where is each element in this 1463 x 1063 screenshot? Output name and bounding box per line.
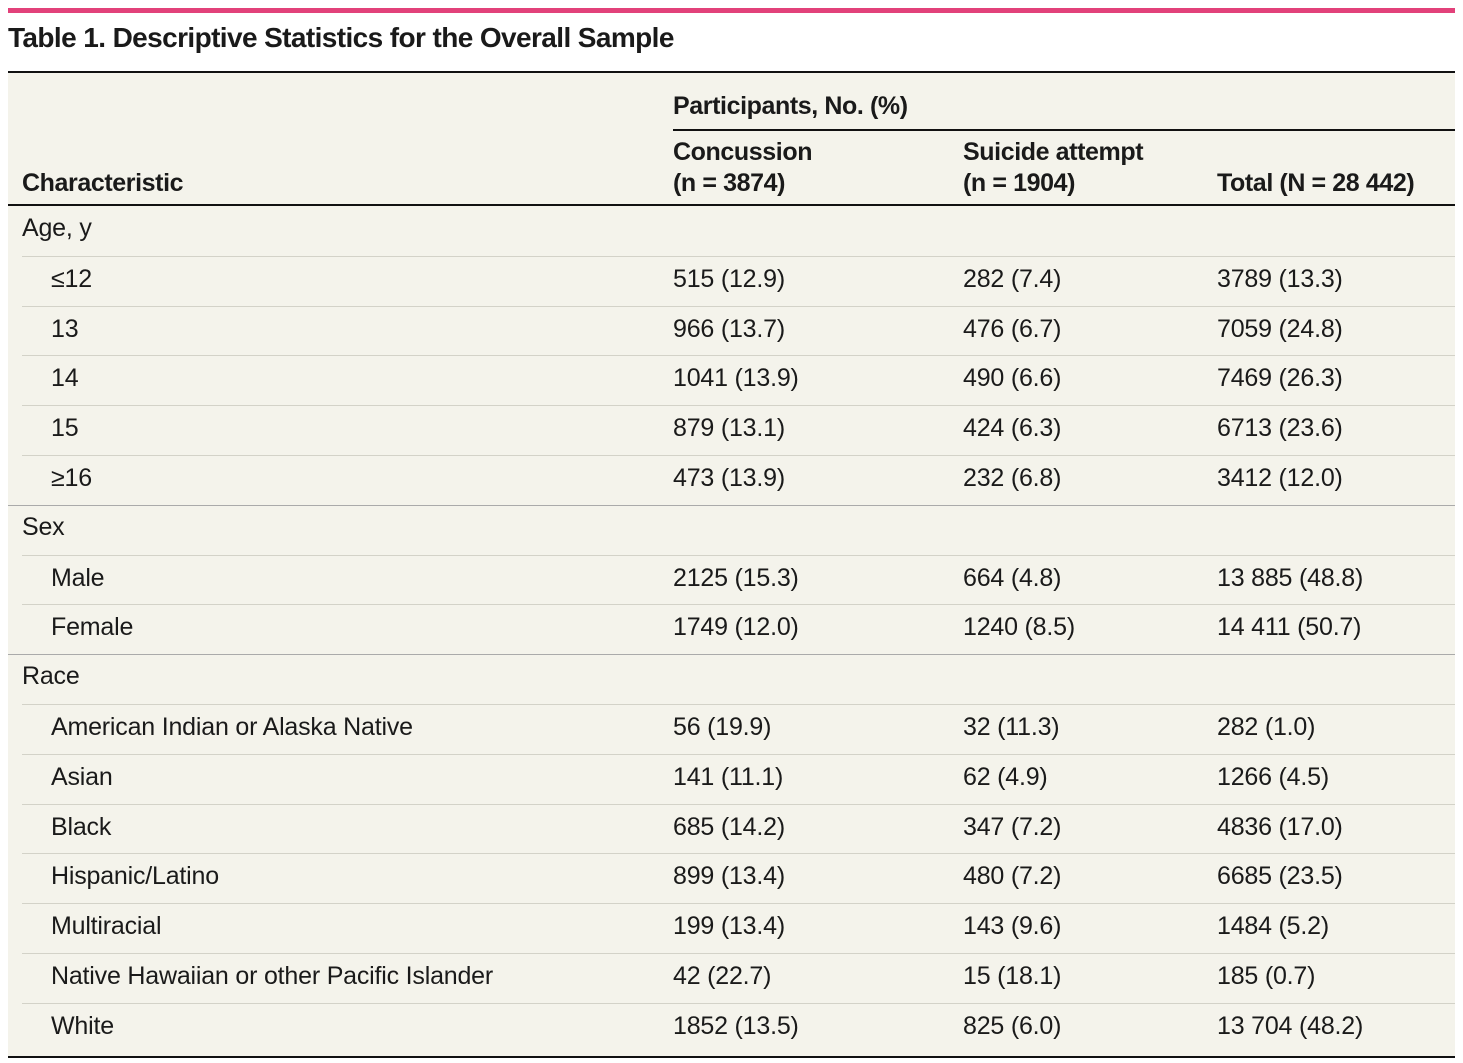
row-rule <box>22 753 1455 755</box>
row-rule <box>22 355 1455 357</box>
cell: 476 (6.7) <box>963 314 1062 343</box>
row-label: Multiracial <box>51 912 162 941</box>
row-label: White <box>51 1011 114 1040</box>
row-label: 13 <box>51 314 79 343</box>
cell: 199 (13.4) <box>673 912 785 941</box>
cell: 143 (9.6) <box>963 912 1062 941</box>
section-rule <box>8 504 1455 506</box>
row-label: ≤12 <box>51 264 92 293</box>
section-rule <box>8 654 1455 656</box>
cell: 42 (22.7) <box>673 962 772 990</box>
table: Participants, No. (%) Characteristic Concu… <box>8 71 1455 1058</box>
cell: 4836 (17.0) <box>1217 812 1343 841</box>
cell: 347 (7.2) <box>963 812 1062 841</box>
group-header: Participants, No. (%) <box>673 92 908 120</box>
cell: 480 (7.2) <box>963 862 1062 891</box>
section-label: Age, y <box>22 214 92 242</box>
cell: 899 (13.4) <box>673 862 785 891</box>
row-rule <box>22 455 1455 456</box>
cell: 6685 (23.5) <box>1217 862 1343 891</box>
row-rule <box>22 853 1455 855</box>
row-rule <box>22 405 1455 407</box>
column-header: Total (N = 28 442) <box>1217 169 1415 197</box>
section-label: Race <box>22 662 80 691</box>
cell: 1749 (12.0) <box>673 613 799 642</box>
row-label: American Indian or Alaska Native <box>51 713 413 741</box>
cell: 424 (6.3) <box>963 414 1062 443</box>
cell: 1266 (4.5) <box>1217 762 1329 791</box>
row-rule <box>22 953 1455 954</box>
cell: 62 (4.9) <box>963 762 1048 791</box>
cell: 966 (13.7) <box>673 314 785 343</box>
row-label: Male <box>51 563 105 592</box>
table-title: Table 1. Descriptive Statistics for the … <box>8 22 674 53</box>
cell: 7469 (26.3) <box>1217 364 1343 393</box>
cell: 1240 (8.5) <box>963 613 1075 642</box>
group-rule <box>673 129 1455 131</box>
cell: 879 (13.1) <box>673 414 785 443</box>
cell: 685 (14.2) <box>673 812 785 841</box>
cell: 1484 (5.2) <box>1217 912 1329 941</box>
section-label: Sex <box>22 512 65 541</box>
row-label: 15 <box>51 414 79 443</box>
row-label: Native Hawaiian or other Pacific Islande… <box>51 962 494 990</box>
row-label: 14 <box>51 364 79 393</box>
cell: 664 (4.8) <box>963 563 1062 592</box>
row-label: Asian <box>51 762 113 791</box>
cell: 473 (13.9) <box>673 464 785 492</box>
cell: 1041 (13.9) <box>673 364 799 393</box>
row-rule <box>22 604 1455 606</box>
cell: 515 (12.9) <box>673 264 785 293</box>
cell: 6713 (23.6) <box>1217 414 1343 443</box>
cell: 141 (11.1) <box>673 762 784 791</box>
cell: 14 411 (50.7) <box>1217 613 1362 642</box>
row-rule <box>22 1002 1455 1004</box>
cell: 282 (7.4) <box>963 264 1062 293</box>
row-label: Black <box>51 812 112 841</box>
cell: 490 (6.6) <box>963 364 1062 393</box>
row-rule <box>22 255 1455 257</box>
cell: 56 (19.9) <box>673 713 772 741</box>
column-header: Concussion (n = 3874) <box>673 138 813 197</box>
row-rule <box>22 903 1455 905</box>
column-header: Characteristic <box>22 169 184 197</box>
cell: 232 (6.8) <box>963 464 1062 492</box>
row-rule <box>22 803 1455 805</box>
row-label: Hispanic/Latino <box>51 862 219 891</box>
row-rule <box>22 704 1455 705</box>
row-label: ≥16 <box>51 464 92 492</box>
row-rule <box>22 554 1455 556</box>
row-label: Female <box>51 613 134 642</box>
cell: 1852 (13.5) <box>673 1011 799 1040</box>
cell: 13 885 (48.8) <box>1217 563 1364 592</box>
column-header: Suicide attempt (n = 1904) <box>963 138 1144 197</box>
cell: 15 (18.1) <box>963 962 1062 990</box>
cell: 825 (6.0) <box>963 1011 1062 1040</box>
cell: 3789 (13.3) <box>1217 264 1343 293</box>
cell: 185 (0.7) <box>1217 962 1316 990</box>
cell: 32 (11.3) <box>963 713 1060 741</box>
cell: 7059 (24.8) <box>1217 314 1343 343</box>
row-rule <box>22 305 1455 307</box>
cell: 13 704 (48.2) <box>1217 1011 1364 1040</box>
cell: 3412 (12.0) <box>1217 464 1343 492</box>
cell: 2125 (15.3) <box>673 563 799 592</box>
header-rule <box>8 204 1455 206</box>
cell: 282 (1.0) <box>1217 713 1316 741</box>
accent-bar <box>8 8 1455 13</box>
